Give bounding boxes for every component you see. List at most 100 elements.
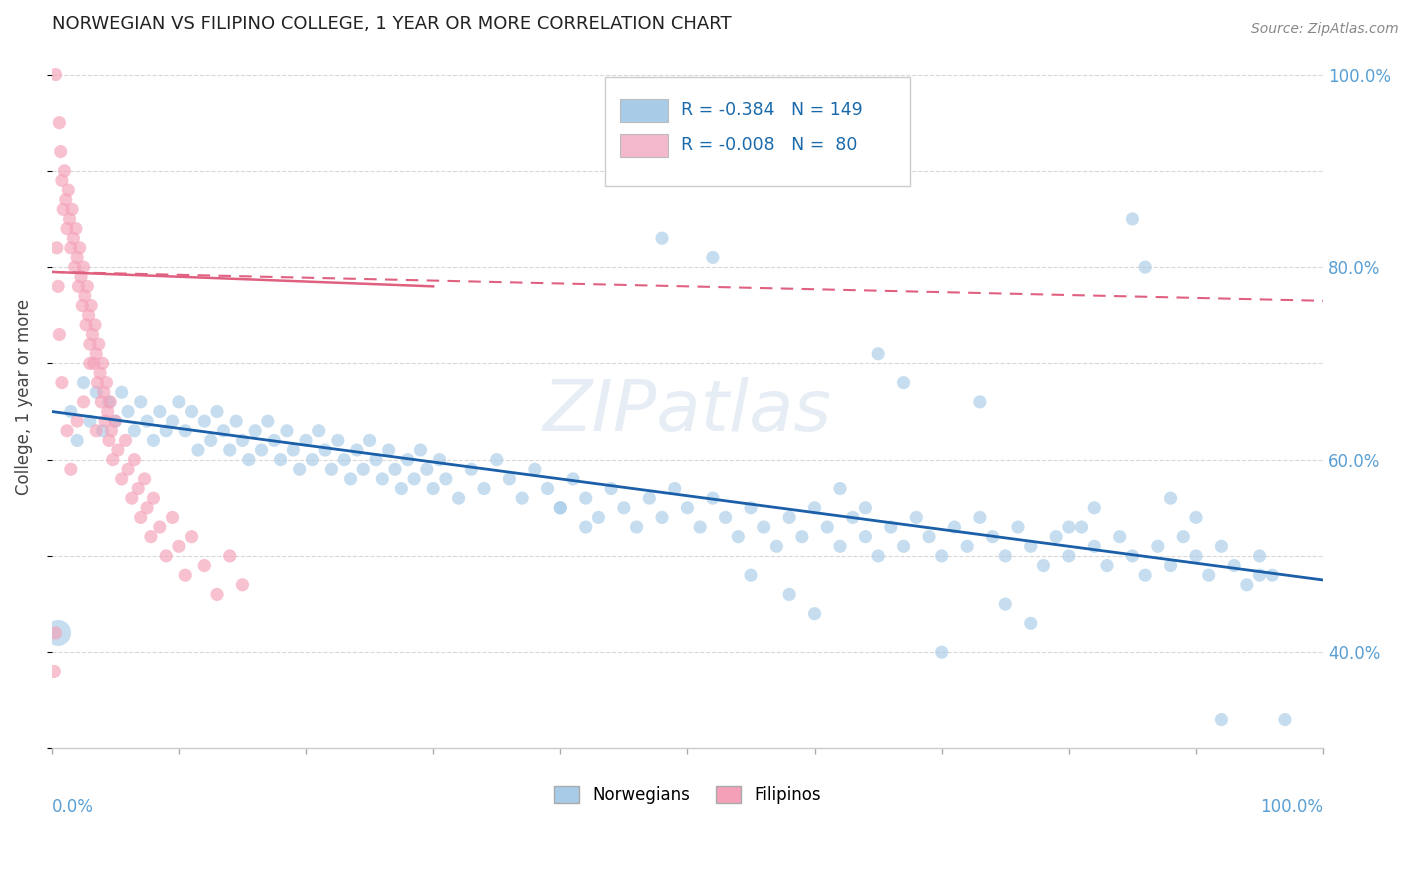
Point xyxy=(73,289,96,303)
Point xyxy=(765,539,787,553)
Point xyxy=(72,376,94,390)
Point xyxy=(1173,530,1195,544)
Point xyxy=(257,414,280,428)
Point xyxy=(321,462,343,476)
Point xyxy=(638,491,661,505)
Point xyxy=(575,520,598,534)
Point xyxy=(124,452,146,467)
Point xyxy=(114,434,136,448)
Point xyxy=(124,424,146,438)
Point xyxy=(460,462,482,476)
Point xyxy=(422,482,444,496)
Point xyxy=(139,530,162,544)
Point xyxy=(868,347,890,361)
Point xyxy=(84,318,107,332)
Point xyxy=(59,241,82,255)
Point xyxy=(193,558,215,573)
Point xyxy=(326,434,349,448)
Point xyxy=(66,414,89,428)
Point xyxy=(52,202,75,217)
Point xyxy=(702,251,724,265)
Point xyxy=(956,539,979,553)
Point xyxy=(626,520,648,534)
Point xyxy=(121,491,143,505)
Point xyxy=(218,549,240,563)
Point xyxy=(1211,713,1233,727)
Point xyxy=(880,520,903,534)
Point xyxy=(97,434,120,448)
Point xyxy=(91,424,114,438)
Text: 0.0%: 0.0% xyxy=(52,797,94,815)
FancyBboxPatch shape xyxy=(620,134,668,157)
Point xyxy=(117,462,139,476)
Point xyxy=(117,404,139,418)
Point xyxy=(740,500,762,515)
Point xyxy=(434,472,457,486)
Point xyxy=(689,520,711,534)
Point xyxy=(45,241,67,255)
Point xyxy=(868,549,890,563)
Point xyxy=(72,395,94,409)
Point xyxy=(129,395,152,409)
Point xyxy=(84,385,107,400)
Point xyxy=(60,202,83,217)
Point xyxy=(359,434,381,448)
Point xyxy=(778,510,800,524)
Point xyxy=(485,452,508,467)
Point xyxy=(994,549,1017,563)
Point xyxy=(918,530,941,544)
Point xyxy=(142,434,165,448)
Point xyxy=(1019,539,1042,553)
Point xyxy=(1133,260,1156,274)
Text: R = -0.384   N = 149: R = -0.384 N = 149 xyxy=(681,102,863,120)
Point xyxy=(167,395,190,409)
Point xyxy=(1019,616,1042,631)
Point xyxy=(498,472,520,486)
Point xyxy=(778,587,800,601)
Point xyxy=(51,173,73,187)
Point xyxy=(893,539,915,553)
Text: Source: ZipAtlas.com: Source: ZipAtlas.com xyxy=(1251,22,1399,37)
Point xyxy=(651,231,673,245)
Point xyxy=(84,424,107,438)
Point xyxy=(828,539,851,553)
Point xyxy=(134,472,156,486)
Point xyxy=(1249,549,1271,563)
Point xyxy=(1261,568,1284,582)
Text: ZIPatlas: ZIPatlas xyxy=(543,376,832,446)
Point xyxy=(1223,558,1246,573)
Point xyxy=(180,530,202,544)
Point xyxy=(96,376,118,390)
Point xyxy=(389,482,412,496)
Point xyxy=(263,434,285,448)
Point xyxy=(89,366,111,380)
FancyBboxPatch shape xyxy=(605,78,910,186)
Point xyxy=(149,404,172,418)
Point xyxy=(510,491,533,505)
Point xyxy=(931,549,953,563)
Point xyxy=(205,404,228,418)
Point xyxy=(243,424,266,438)
Point xyxy=(79,414,101,428)
Point xyxy=(45,626,67,640)
Point xyxy=(149,520,172,534)
Point xyxy=(562,472,585,486)
Point xyxy=(238,452,260,467)
Point xyxy=(416,462,439,476)
Point xyxy=(1057,520,1080,534)
Point xyxy=(339,472,361,486)
Point xyxy=(46,626,69,640)
Point xyxy=(45,68,67,82)
Point xyxy=(676,500,699,515)
Point xyxy=(651,510,673,524)
Point xyxy=(66,251,89,265)
Point xyxy=(104,414,127,428)
Point xyxy=(225,414,247,428)
Point xyxy=(1095,558,1118,573)
Point xyxy=(790,530,813,544)
Point xyxy=(447,491,470,505)
Point xyxy=(905,510,928,524)
Point xyxy=(142,491,165,505)
Point xyxy=(714,510,737,524)
Point xyxy=(396,452,419,467)
